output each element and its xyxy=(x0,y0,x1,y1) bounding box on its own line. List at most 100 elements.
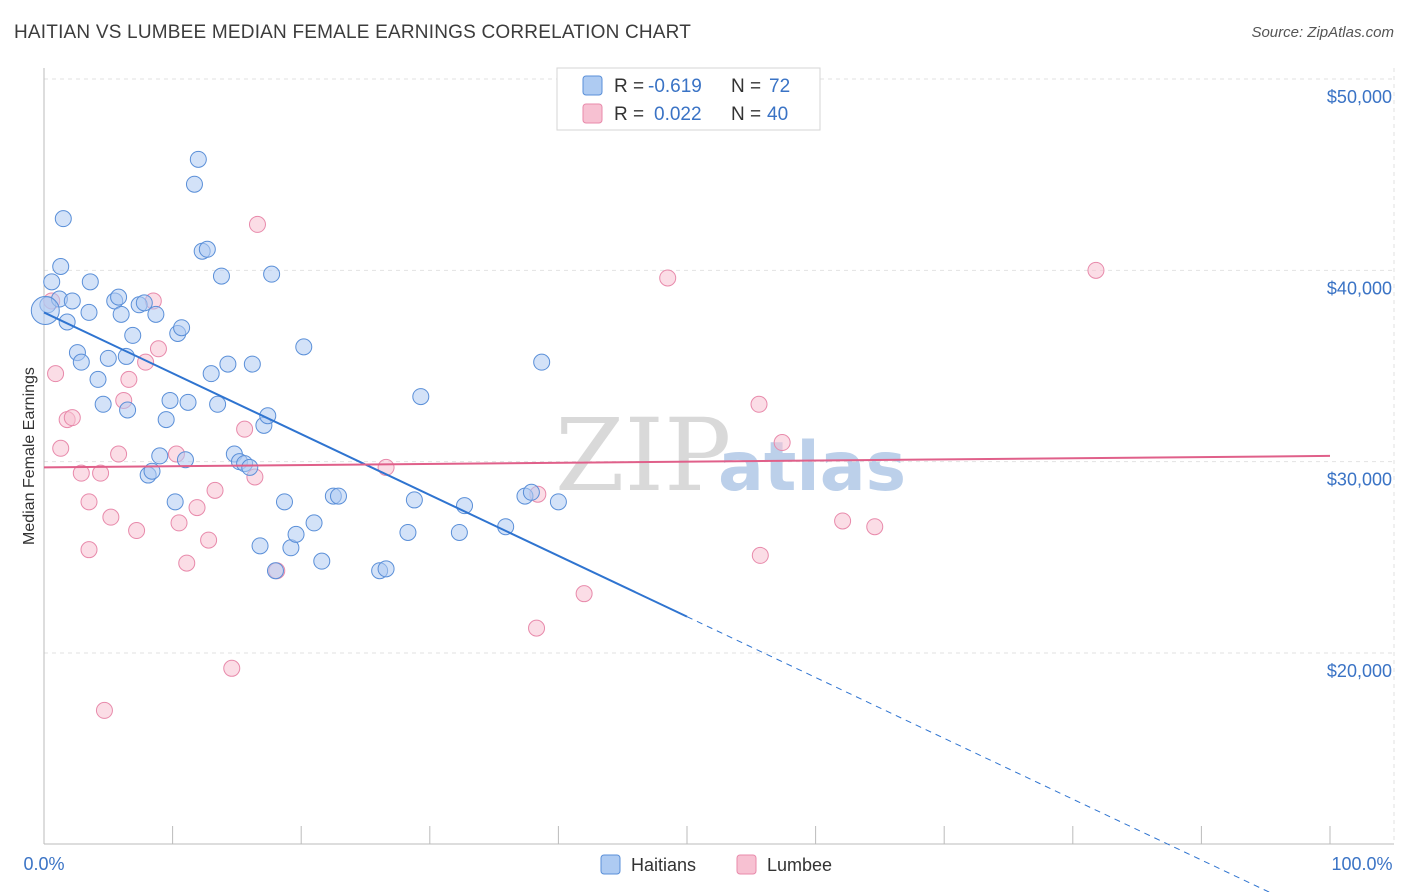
haitians-point[interactable] xyxy=(89,370,107,388)
haitians-point[interactable] xyxy=(135,294,153,312)
lumbee-point[interactable] xyxy=(178,554,196,572)
x-tick-label-min: 0.0% xyxy=(23,854,64,874)
lumbee-point[interactable] xyxy=(149,340,167,358)
haitians-point[interactable] xyxy=(185,175,203,193)
lumbee-point[interactable] xyxy=(170,514,188,532)
lumbee-trendline xyxy=(43,454,1331,469)
watermark: ZIP atlas xyxy=(555,397,906,514)
haitians-point[interactable] xyxy=(202,365,220,383)
lumbee-point[interactable] xyxy=(72,464,90,482)
lumbee-point[interactable] xyxy=(200,531,218,549)
lumbee-point[interactable] xyxy=(206,481,224,499)
lumbee-point[interactable] xyxy=(47,365,65,383)
lumbee-point[interactable] xyxy=(80,493,98,511)
haitians-point[interactable] xyxy=(405,491,423,509)
haitians-point[interactable] xyxy=(30,296,60,326)
bottom-legend-label-lumbee[interactable]: Lumbee xyxy=(767,855,832,875)
haitians-point[interactable] xyxy=(63,292,81,310)
haitians-point[interactable] xyxy=(399,523,417,541)
haitians-point[interactable] xyxy=(43,273,61,291)
haitians-point[interactable] xyxy=(522,483,540,501)
haitians-point[interactable] xyxy=(119,401,137,419)
haitians-point[interactable] xyxy=(161,391,179,409)
y-tick-label: $50,000 xyxy=(1327,87,1392,107)
haitians-point[interactable] xyxy=(241,458,259,476)
haitians-point[interactable] xyxy=(110,288,128,306)
lumbee-point[interactable] xyxy=(188,499,206,517)
haitians-point[interactable] xyxy=(72,353,90,371)
haitians-point[interactable] xyxy=(173,319,191,337)
haitians-point[interactable] xyxy=(295,338,313,356)
haitians-point[interactable] xyxy=(166,493,184,511)
lumbee-point[interactable] xyxy=(377,458,395,476)
lumbee-point[interactable] xyxy=(1087,261,1105,279)
haitians-point[interactable] xyxy=(124,326,142,344)
watermark-atlas: atlas xyxy=(718,428,906,507)
lumbee-point[interactable] xyxy=(248,215,266,233)
bottom-legend-label-haitians[interactable]: Haitians xyxy=(631,855,696,875)
y-axis-label: Median Female Earnings xyxy=(21,367,38,545)
bottom-legend-swatch-haitians[interactable] xyxy=(600,854,621,875)
haitians-point[interactable] xyxy=(176,451,194,469)
haitians-point[interactable] xyxy=(198,240,216,258)
haitians-point[interactable] xyxy=(243,355,261,373)
correlation-legend: R = -0.619 N = 72 R = 0.022 N = 40 xyxy=(556,67,821,131)
haitians-point[interactable] xyxy=(533,353,551,371)
haitians-point[interactable] xyxy=(99,349,117,367)
haitians-point[interactable] xyxy=(287,525,305,543)
haitians-point[interactable] xyxy=(219,355,237,373)
lumbee-point[interactable] xyxy=(52,439,70,457)
lumbee-point[interactable] xyxy=(63,409,81,427)
haitians-point[interactable] xyxy=(275,493,293,511)
lumbee-point[interactable] xyxy=(751,546,769,564)
haitians-point[interactable] xyxy=(94,395,112,413)
lumbee-point[interactable] xyxy=(773,434,791,452)
y-tick-labels: $20,000 $30,000 $40,000 $50,000 xyxy=(1327,87,1392,681)
haitians-point[interactable] xyxy=(377,560,395,578)
lumbee-point[interactable] xyxy=(102,508,120,526)
lumbee-point[interactable] xyxy=(128,522,146,540)
haitians-point[interactable] xyxy=(80,303,98,321)
lumbee-point[interactable] xyxy=(120,370,138,388)
haitians-point[interactable] xyxy=(81,273,99,291)
haitians-point[interactable] xyxy=(450,523,468,541)
haitians-point[interactable] xyxy=(52,258,70,276)
trendlines xyxy=(43,311,1331,892)
haitians-point[interactable] xyxy=(147,305,165,323)
lumbee-point[interactable] xyxy=(80,541,98,559)
haitians-point[interactable] xyxy=(212,267,230,285)
lumbee-point[interactable] xyxy=(236,420,254,438)
haitians-point[interactable] xyxy=(58,313,76,331)
lumbee-point[interactable] xyxy=(223,659,241,677)
lumbee-point[interactable] xyxy=(95,701,113,719)
haitians-point[interactable] xyxy=(412,388,430,406)
haitians-point[interactable] xyxy=(112,305,130,323)
lumbee-point[interactable] xyxy=(92,464,110,482)
legend-r-value-lumbee: 0.022 xyxy=(654,104,702,125)
lumbee-point[interactable] xyxy=(110,445,128,463)
lumbee-point[interactable] xyxy=(750,395,768,413)
haitians-point[interactable] xyxy=(329,487,347,505)
bottom-legend-swatch-lumbee[interactable] xyxy=(736,854,757,875)
x-tick-label-max: 100.0% xyxy=(1331,854,1392,874)
haitians-point[interactable] xyxy=(266,562,284,580)
haitians-point[interactable] xyxy=(549,493,567,511)
haitians-point[interactable] xyxy=(263,265,281,283)
haitians-point[interactable] xyxy=(251,537,269,555)
haitians-point[interactable] xyxy=(151,447,169,465)
haitians-point[interactable] xyxy=(497,518,515,536)
haitians-point[interactable] xyxy=(157,411,175,429)
lumbee-point[interactable] xyxy=(866,518,884,536)
haitians-point[interactable] xyxy=(305,514,323,532)
lumbee-point[interactable] xyxy=(659,269,677,287)
y-tick-label: $30,000 xyxy=(1327,470,1392,490)
lumbee-point[interactable] xyxy=(528,619,546,637)
haitians-point[interactable] xyxy=(209,395,227,413)
haitians-point[interactable] xyxy=(313,552,331,570)
lumbee-point[interactable] xyxy=(575,585,593,603)
lumbee-point[interactable] xyxy=(834,512,852,530)
haitians-point[interactable] xyxy=(189,150,207,168)
haitians-point[interactable] xyxy=(179,393,197,411)
haitians-point[interactable] xyxy=(54,210,72,228)
